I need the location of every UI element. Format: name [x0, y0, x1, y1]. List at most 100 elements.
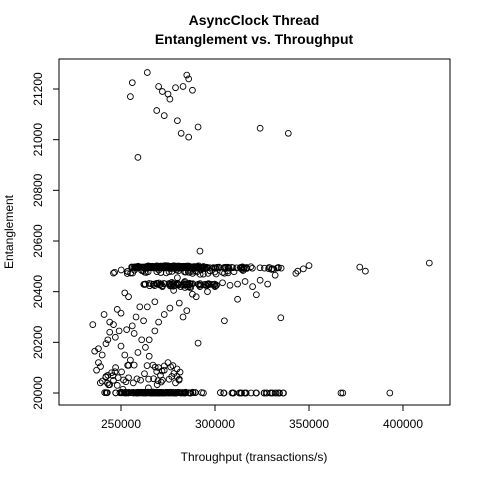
y-tick-label: 21200: [31, 72, 45, 106]
data-point: [194, 123, 202, 131]
data-point: [175, 267, 182, 275]
data-point: [277, 314, 285, 322]
data-point: [168, 278, 176, 286]
data-point: [175, 389, 182, 397]
data-point: [173, 365, 181, 373]
data-point: [150, 375, 157, 383]
data-point: [206, 267, 214, 275]
x-axis-label: Throughput (transactions/s): [181, 450, 328, 464]
data-point: [169, 280, 176, 287]
y-tick-label: 20000: [31, 376, 45, 410]
data-point: [128, 322, 136, 330]
x-tick-label: 400000: [383, 417, 423, 431]
data-point: [174, 117, 181, 125]
data-point: [196, 247, 204, 255]
data-point: [173, 373, 181, 380]
data-point: [145, 280, 153, 287]
data-point: [219, 279, 226, 287]
data-point: [103, 389, 111, 397]
data-point: [111, 268, 118, 276]
data-point: [292, 270, 300, 277]
data-point: [128, 79, 136, 87]
data-point: [189, 86, 196, 94]
data-point: [204, 288, 211, 296]
y-tick-label: 20800: [31, 173, 45, 207]
data-point: [127, 269, 135, 277]
data-point: [157, 378, 165, 386]
data-point: [106, 328, 114, 336]
data-point: [145, 389, 153, 397]
data-point: [277, 264, 285, 272]
data-point: [121, 351, 129, 359]
y-tick-label: 21000: [31, 123, 45, 157]
chart-title-line-2: Entanglement vs. Throughput: [155, 31, 354, 47]
data-point: [220, 389, 228, 397]
data-point: [112, 364, 119, 372]
y-axis-label: Entanglement: [2, 194, 16, 269]
data-point: [191, 389, 199, 396]
data-point: [89, 321, 97, 328]
data-point: [241, 278, 249, 285]
data-point: [122, 378, 130, 386]
data-point: [159, 88, 166, 95]
data-point: [204, 280, 212, 288]
data-point: [238, 266, 246, 274]
data-point: [275, 264, 282, 271]
data-point: [194, 339, 202, 347]
data-point: [249, 264, 256, 272]
data-point: [197, 281, 205, 289]
data-point: [300, 265, 307, 273]
data-point: [142, 344, 149, 351]
x-tick-label: 300000: [195, 417, 235, 431]
data-point: [260, 389, 268, 397]
data-point: [134, 154, 142, 161]
data-point: [143, 362, 151, 369]
data-points: [89, 69, 433, 397]
data-point: [294, 267, 302, 275]
data-point: [234, 280, 241, 288]
data-point: [356, 263, 364, 271]
data-point: [179, 389, 186, 397]
data-point: [197, 266, 205, 274]
data-point: [192, 267, 200, 275]
data-point: [145, 384, 152, 392]
data-point: [198, 389, 205, 396]
data-point: [182, 268, 190, 276]
data-point: [270, 265, 278, 273]
data-point: [188, 280, 195, 288]
data-point: [189, 267, 197, 275]
data-point: [337, 389, 345, 397]
x-tick-label: 250000: [101, 417, 141, 431]
data-point: [130, 361, 138, 369]
data-point: [127, 93, 134, 100]
data-point: [183, 307, 191, 315]
data-point: [165, 268, 173, 276]
data-point: [123, 326, 130, 334]
data-point: [111, 368, 119, 376]
data-point: [113, 382, 121, 389]
data-point: [193, 268, 201, 276]
data-point: [98, 351, 106, 359]
data-point: [160, 112, 168, 119]
data-point: [262, 389, 270, 397]
data-point: [141, 281, 149, 288]
data-point: [274, 389, 282, 397]
data-point: [247, 263, 255, 271]
data-point: [133, 263, 140, 271]
data-point: [93, 366, 100, 374]
data-point: [169, 362, 177, 370]
data-point: [141, 268, 148, 276]
data-point: [117, 342, 125, 350]
data-point: [102, 340, 110, 347]
data-point: [185, 133, 193, 141]
data-point: [362, 267, 369, 275]
data-point: [118, 368, 125, 376]
data-point: [134, 349, 142, 356]
data-point: [265, 264, 273, 271]
data-point: [284, 129, 292, 137]
data-point: [130, 330, 138, 337]
data-point: [102, 373, 110, 381]
data-point: [155, 83, 162, 90]
data-point: [185, 75, 193, 83]
